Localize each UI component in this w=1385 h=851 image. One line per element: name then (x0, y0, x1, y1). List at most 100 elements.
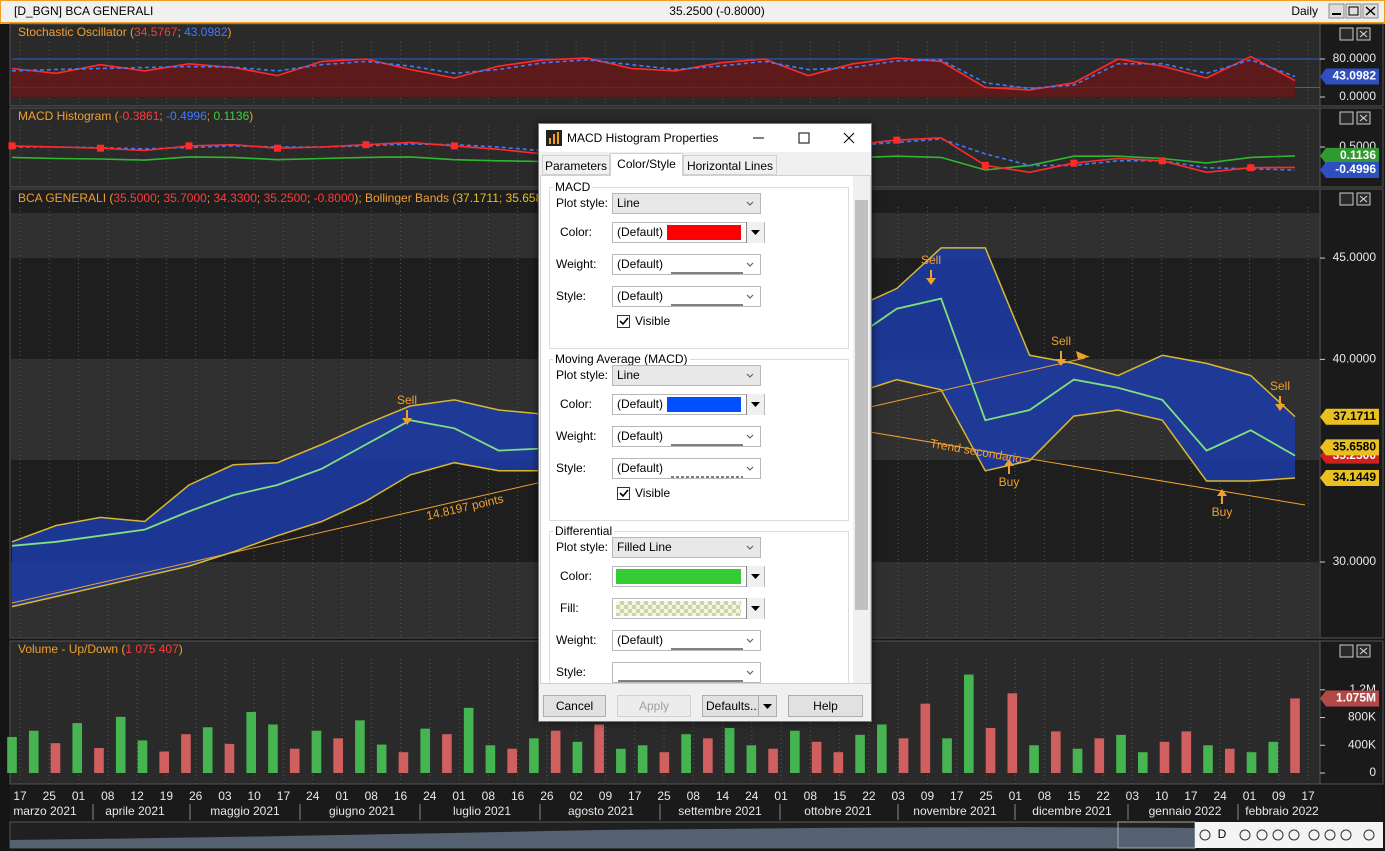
title-part: ; (307, 191, 314, 205)
dropdown-button[interactable] (746, 598, 764, 619)
dialog-button[interactable]: Defaults... (702, 695, 777, 717)
dropdown[interactable] (612, 598, 765, 619)
volume-bar (268, 724, 278, 773)
close-button[interactable] (843, 132, 855, 144)
dropdown[interactable]: (Default) (612, 286, 761, 307)
dropdown-value: (Default) (617, 429, 664, 443)
day-label: 17 (950, 789, 964, 803)
title-part: -0.4996 (166, 109, 207, 123)
window-controls[interactable] (1328, 3, 1379, 19)
minimize-button[interactable] (1328, 3, 1345, 19)
volume-bar (833, 752, 844, 773)
annotation: Sell (921, 253, 941, 267)
volume-bar (811, 741, 822, 773)
dropdown-arrow[interactable] (746, 255, 754, 280)
dropdown-arrow[interactable] (746, 366, 754, 391)
dropdown-arrow[interactable] (746, 538, 754, 563)
dropdown[interactable]: (Default) (612, 458, 761, 479)
tab[interactable]: Horizontal Lines (683, 155, 777, 175)
toolbar-icon[interactable] (1308, 829, 1320, 841)
dialog-icon (546, 130, 562, 146)
day-label: 08 (804, 789, 818, 803)
value-tag-label: 43.0982 (1333, 69, 1377, 83)
tab[interactable]: Color/Style (610, 153, 683, 176)
toolbar-icon[interactable] (1199, 829, 1211, 841)
dropdown[interactable]: Line (612, 365, 761, 386)
dropdown-arrow[interactable] (746, 631, 754, 656)
title-part: 35.2500 (264, 191, 308, 205)
checkbox[interactable] (617, 487, 630, 500)
panel-max-button[interactable] (1339, 192, 1354, 206)
panel-max-button[interactable] (1339, 644, 1354, 658)
volume-bar (942, 738, 952, 773)
tab[interactable]: Parameters (542, 155, 610, 175)
toolbar-icon[interactable] (1239, 829, 1251, 841)
day-label: 09 (921, 789, 935, 803)
dropdown-arrow[interactable] (746, 459, 754, 484)
month-label: agosto 2021 (568, 804, 634, 818)
dropdown-value: (Default) (617, 633, 664, 647)
y-tick-label: 40.0000 (1333, 352, 1377, 366)
volume-bar (529, 738, 539, 773)
dropdown-arrow[interactable] (746, 427, 754, 452)
field-label: Style: (556, 665, 587, 679)
panel-max-button[interactable] (1339, 27, 1354, 41)
value-tag (1320, 147, 1379, 164)
toolbar-icon[interactable] (1288, 829, 1300, 841)
checkbox[interactable] (617, 315, 630, 328)
volume-bar (355, 720, 365, 773)
dropdown[interactable]: Filled Line (612, 537, 761, 558)
toolbar-icon[interactable] (1340, 829, 1352, 841)
window-title: [D_BGN] BCA GENERALI (14, 4, 153, 18)
arrow (751, 606, 760, 611)
dialog-button[interactable]: Cancel (543, 695, 606, 717)
dialog-controls[interactable] (744, 130, 864, 146)
dropdown-arrow[interactable] (746, 663, 754, 683)
field-label: Color: (560, 397, 593, 411)
dropdown[interactable]: (Default) (612, 394, 765, 415)
volume-bar (594, 724, 604, 773)
dropdown-arrow[interactable] (746, 194, 754, 219)
dropdown[interactable]: (Default) (612, 254, 761, 275)
day-label: 08 (482, 789, 496, 803)
menu-arrow[interactable] (758, 696, 776, 716)
icon (1359, 195, 1368, 203)
value-tag (1320, 470, 1379, 487)
maximize-button[interactable] (1345, 3, 1362, 19)
dropdown[interactable]: (Default) (612, 630, 761, 651)
toolbar-icon[interactable] (1363, 829, 1375, 841)
dropdown[interactable]: Line (612, 193, 761, 214)
dropdown-button[interactable] (746, 222, 764, 243)
panel-max-button[interactable] (1339, 111, 1354, 125)
maximize-button[interactable] (798, 132, 810, 144)
value-tag (1320, 690, 1379, 707)
button-label: Help (813, 699, 838, 713)
day-label: 02 (570, 789, 584, 803)
area-fill (12, 56, 1295, 97)
month-label: luglio 2021 (453, 804, 511, 818)
dropdown-arrow[interactable] (746, 287, 754, 312)
day-label: 26 (189, 789, 203, 803)
scrollbar[interactable] (853, 176, 870, 683)
toolbar-icon[interactable] (1256, 829, 1268, 841)
day-label: 17 (628, 789, 642, 803)
dropdown[interactable] (612, 566, 765, 587)
month-label: gennaio 2022 (1149, 804, 1222, 818)
icon (1348, 6, 1359, 16)
dropdown[interactable]: (Default) (612, 222, 765, 243)
color-swatch (667, 397, 741, 412)
dropdown-button[interactable] (746, 566, 764, 587)
volume-bar (1007, 693, 1018, 773)
month-label: novembre 2021 (913, 804, 997, 818)
dropdown[interactable] (612, 662, 761, 683)
dialog-button[interactable]: Help (788, 695, 863, 717)
toolbar-icon[interactable] (1324, 829, 1336, 841)
volume-bar (376, 744, 387, 773)
scroll-thumb[interactable] (855, 200, 868, 610)
toolbar-icon[interactable] (1272, 829, 1284, 841)
dropdown-button[interactable] (746, 394, 764, 415)
line-preview-box (671, 434, 743, 453)
day-label: 25 (979, 789, 993, 803)
period-button[interactable]: D (1218, 827, 1227, 841)
dropdown[interactable]: (Default) (612, 426, 761, 447)
